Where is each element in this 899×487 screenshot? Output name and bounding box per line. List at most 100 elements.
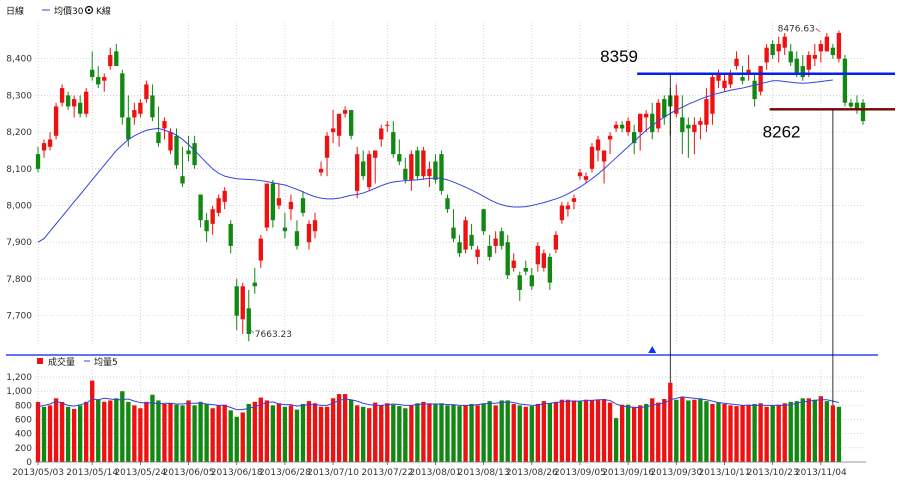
gear-icon[interactable]: [84, 5, 94, 15]
candle-body: [788, 51, 793, 63]
volume-bar: [457, 406, 462, 462]
candle-body: [300, 198, 306, 213]
volume-bar: [716, 402, 721, 462]
volume-bar: [276, 403, 282, 462]
candle-body: [409, 154, 414, 180]
volume-bar: [270, 405, 276, 462]
candle-body: [379, 128, 384, 140]
volume-bar: [577, 401, 583, 462]
candle-body: [397, 154, 402, 162]
volume-bar: [90, 380, 95, 462]
candle-body: [385, 124, 390, 126]
candle-body: [367, 154, 372, 188]
volume-bar: [638, 405, 643, 462]
volume-bar: [156, 400, 161, 462]
volume-bar: [47, 405, 53, 462]
candle-body: [246, 308, 251, 334]
candle-body: [132, 110, 137, 118]
candle-body: [102, 77, 107, 81]
volume-bar: [758, 403, 763, 462]
candle-body: [348, 110, 354, 136]
volume-bar: [150, 394, 155, 462]
date-tick-label: 2013/05/24: [114, 468, 166, 478]
candle-body: [505, 242, 510, 276]
volume-bar: [668, 382, 673, 462]
volume-bar: [505, 400, 510, 462]
date-tick-label: 2013/07/22: [361, 468, 413, 478]
candle-body: [547, 256, 553, 283]
price-tick-label: 7,900: [6, 238, 32, 248]
candle-body: [84, 91, 89, 114]
volume-bar: [361, 406, 366, 462]
candle-body: [499, 231, 504, 246]
candle-body: [288, 201, 294, 210]
candle-body: [90, 69, 95, 78]
candle-body: [71, 99, 77, 107]
candle-body: [728, 73, 733, 85]
candle-body: [770, 44, 775, 56]
volume-bar: [746, 404, 751, 462]
volume-bar: [601, 399, 607, 462]
volume-bar: [192, 405, 197, 462]
volume-bar: [613, 418, 619, 462]
volume-bar: [523, 406, 528, 462]
candle-body: [324, 135, 330, 158]
volume-bar: [776, 404, 781, 462]
volume-bar: [710, 403, 715, 462]
volume-bar: [704, 401, 709, 462]
candle-body: [722, 80, 727, 89]
volume-bar: [294, 409, 300, 462]
candle-body: [96, 77, 101, 85]
volume-bar: [824, 401, 830, 462]
volume-bar: [619, 404, 625, 462]
volume-bar: [246, 403, 251, 462]
period-label: 日線: [6, 5, 24, 17]
volume-bar: [84, 401, 89, 462]
candle-body: [800, 66, 805, 78]
date-tick-label: 2013/09/05: [554, 468, 606, 478]
volume-bar: [680, 396, 685, 462]
volume-bar: [493, 405, 498, 462]
candle-body: [204, 220, 209, 232]
candle-body: [487, 245, 492, 257]
volume-bar: [433, 403, 438, 462]
candle-body: [812, 55, 817, 59]
candle-body: [198, 194, 203, 221]
date-tick-label: 2013/08/26: [506, 468, 558, 478]
volume-bar: [469, 403, 474, 462]
candle-body: [607, 135, 613, 140]
volume-legend-label: 成交量: [48, 356, 75, 368]
date-tick-label: 2013/06/28: [259, 468, 311, 478]
candle-body: [144, 84, 149, 100]
candle-body: [330, 128, 336, 133]
candle-body: [523, 267, 528, 272]
candle-body: [794, 58, 799, 74]
volume-bar: [782, 403, 787, 462]
candle-body: [228, 223, 233, 246]
volume-tick-label: 400: [15, 430, 32, 440]
level-label-8359: 8359: [600, 47, 638, 66]
candle-body: [565, 205, 571, 210]
volume-bar: [108, 400, 113, 462]
candle-body: [776, 44, 781, 52]
candle-body: [734, 58, 739, 67]
ma30-line: [37, 79, 833, 243]
candle-body: [752, 80, 757, 100]
volume-bar: [794, 401, 799, 462]
volume-bar: [770, 405, 775, 462]
date-tick-label: 2013/09/30: [650, 468, 702, 478]
volume-bar: [210, 408, 215, 462]
volume-bar: [144, 401, 149, 462]
candle-body: [475, 249, 480, 257]
candle-body: [306, 223, 312, 243]
candle-body: [222, 190, 227, 202]
volume-bar: [138, 408, 143, 462]
candle-body: [553, 234, 559, 250]
candle-body: [818, 44, 824, 52]
candle-body: [156, 132, 161, 144]
volume-bar: [740, 405, 745, 462]
volume-tick-label: 1,000: [6, 387, 32, 397]
volume-bar: [240, 412, 245, 462]
volume-bar: [252, 401, 257, 462]
